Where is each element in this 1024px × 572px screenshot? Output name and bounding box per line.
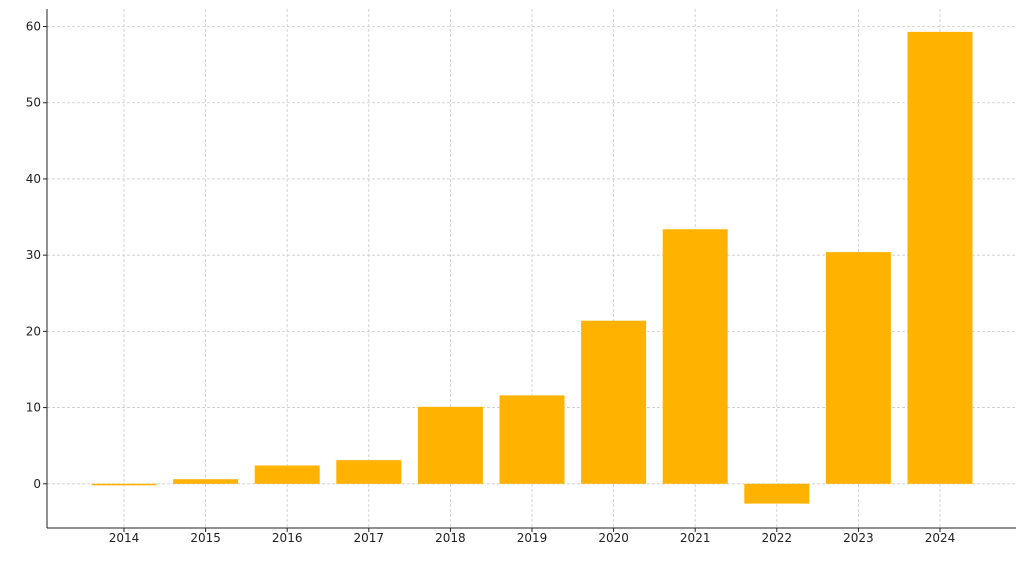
- x-tick-label: 2024: [925, 531, 956, 545]
- y-tick-label: 40: [26, 172, 41, 186]
- x-tick-label: 2015: [190, 531, 221, 545]
- x-tick-label: 2020: [598, 531, 629, 545]
- bar-2015: [173, 479, 239, 484]
- bars: [91, 31, 973, 504]
- x-tick-label: 2018: [435, 531, 466, 545]
- x-tick-label: 2021: [680, 531, 711, 545]
- bar-2017: [336, 460, 402, 484]
- bar-2014: [91, 483, 157, 486]
- bar-2022: [744, 483, 810, 504]
- y-tick-label: 10: [26, 401, 41, 415]
- y-tick-label: 50: [26, 96, 41, 110]
- bar-2020: [581, 320, 647, 484]
- x-axis-ticks: 2014 2015 2016 2017 2018 2019 2020 2021 2022 2023…: [109, 528, 956, 545]
- y-tick-label: 0: [33, 477, 41, 491]
- y-axis-ticks: 0 10 20 30 40 50 60: [26, 20, 47, 491]
- bar-2016: [254, 465, 320, 484]
- x-tick-label: 2016: [272, 531, 303, 545]
- bar-2018: [417, 406, 483, 484]
- y-tick-label: 20: [26, 324, 41, 338]
- x-tick-label: 2019: [517, 531, 548, 545]
- bar-2023: [825, 252, 891, 484]
- y-tick-label: 30: [26, 248, 41, 262]
- y-tick-label: 60: [26, 20, 41, 34]
- x-tick-label: 2022: [762, 531, 793, 545]
- x-tick-label: 2017: [354, 531, 385, 545]
- bar-2024: [907, 31, 973, 484]
- x-tick-label: 2023: [843, 531, 874, 545]
- bar-2021: [662, 229, 728, 484]
- bar-2019: [499, 395, 565, 484]
- x-tick-label: 2014: [109, 531, 140, 545]
